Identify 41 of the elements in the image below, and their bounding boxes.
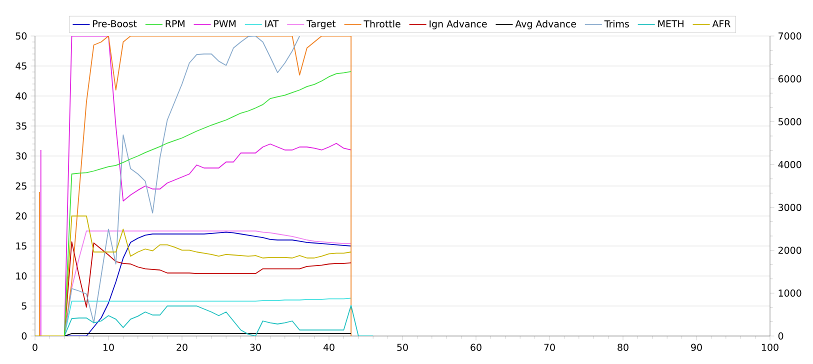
y2-tick-label: 5000	[778, 118, 802, 126]
legend-label: RPM	[166, 20, 184, 28]
x-tick-label: 90	[691, 344, 702, 351]
legend-label: Trims	[604, 20, 629, 28]
y2-tick-label: 1000	[778, 290, 802, 297]
legend-label: PWM	[214, 20, 236, 28]
legend-label: Target	[306, 20, 336, 30]
y-tick-label: 30	[16, 152, 27, 160]
x-tick-label: 70	[544, 344, 555, 351]
x-tick-label: 10	[104, 344, 114, 351]
x-tick-label: 0	[32, 344, 38, 351]
x-tick-label: 30	[250, 344, 261, 351]
y2-tick-label: 7000	[778, 32, 802, 40]
y-tick-label: 45	[16, 62, 26, 70]
y2-tick-label: 6000	[778, 75, 802, 82]
y-tick-label: 50	[16, 32, 27, 40]
y-tick-label: 15	[16, 242, 26, 250]
x-tick-label: 80	[618, 344, 628, 351]
legend-label: Ign Advance	[430, 20, 487, 30]
y2-tick-label: 0	[778, 332, 784, 340]
legend-label: METH	[658, 20, 684, 28]
y-tick-label: 35	[16, 122, 26, 130]
y-tick-label: 0	[22, 332, 27, 340]
legend-label: Pre-Boost	[93, 20, 137, 28]
legend-label: IAT	[265, 20, 279, 28]
y-tick-label: 40	[16, 92, 27, 100]
x-tick-label: 40	[323, 344, 334, 351]
legend-label: Avg Advance	[515, 20, 576, 30]
x-tick-label: 20	[176, 344, 188, 351]
x-tick-label: 100	[762, 344, 778, 351]
x-tick-label: 60	[470, 344, 482, 351]
y-tick-label: 10	[16, 272, 27, 280]
y-tick-label: 20	[16, 212, 27, 220]
legend-label: Throttle	[364, 20, 400, 28]
y2-tick-label: 3000	[778, 204, 802, 212]
y2-tick-label: 4000	[778, 160, 802, 168]
x-tick-label: 50	[397, 344, 408, 351]
y-tick-label: 5	[22, 302, 26, 310]
y2-tick-label: 2000	[778, 246, 802, 254]
legend-label: AFR	[712, 20, 730, 28]
y-tick-label: 25	[16, 182, 26, 190]
